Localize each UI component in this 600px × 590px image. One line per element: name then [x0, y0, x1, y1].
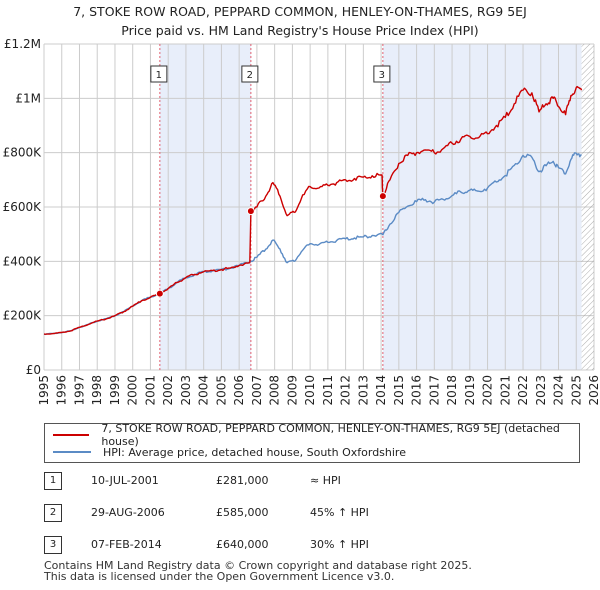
x-tick-label: 1995: [37, 375, 51, 406]
chart-title: 7, STOKE ROW ROAD, PEPPARD COMMON, HENLE…: [0, 0, 600, 40]
x-tick-label: 2012: [339, 375, 353, 406]
sale-row: 2 29-AUG-2006 £585,000 45% ↑ HPI: [44, 504, 584, 524]
x-tick-label: 2021: [498, 375, 512, 406]
x-tick-label: 2008: [268, 375, 282, 406]
legend-swatch-hpi: [53, 451, 91, 453]
sale-row: 3 07-FEB-2014 £640,000 30% ↑ HPI: [44, 536, 584, 556]
sale-point: [155, 289, 164, 298]
y-tick-label: £400K: [3, 254, 43, 268]
hpi-line: [43, 152, 582, 336]
x-tick-label: 2001: [143, 375, 157, 406]
legend-label-hpi: HPI: Average price, detached house, Sout…: [103, 445, 406, 459]
legend: 7, STOKE ROW ROAD, PEPPARD COMMON, HENLE…: [44, 422, 580, 463]
x-tick-label: 2014: [374, 375, 388, 406]
y-tick-label: £600K: [3, 200, 43, 214]
sale-number-badge: 2: [44, 504, 62, 522]
x-tick-label: 2018: [445, 375, 459, 406]
x-tick-label: 2007: [250, 375, 264, 406]
x-tick-label: 1996: [55, 375, 69, 406]
x-tick-label: 2000: [126, 375, 140, 406]
sale-price: £585,000: [216, 506, 269, 519]
sale-row: 1 10-JUL-2001 £281,000 ≈ HPI: [44, 472, 584, 492]
x-tick-label: 2025: [569, 375, 583, 406]
y-tick-label: £1M: [15, 91, 41, 105]
x-tick-label: 2011: [321, 375, 335, 406]
footer: Contains HM Land Registry data © Crown c…: [44, 560, 472, 582]
price-chart: 1 2 3 £0 £200K £400K £600K £800K £1M £1.2M 1995 19…: [3, 37, 600, 406]
x-tick-label: 2019: [463, 375, 477, 406]
sale-number-label: 1: [156, 70, 162, 81]
sale-number-label: 2: [247, 70, 253, 81]
sale-number-label: 3: [379, 70, 385, 81]
x-tick-label: 2006: [232, 375, 246, 406]
footer-copyright: Contains HM Land Registry data © Crown c…: [44, 559, 472, 572]
x-tick-label: 1998: [90, 375, 104, 406]
x-tick-label: 2003: [179, 375, 193, 406]
sale-hpi-comparison: 45% ↑ HPI: [310, 506, 369, 519]
x-tick-label: 2002: [161, 375, 175, 406]
sale-date: 10-JUL-2001: [91, 474, 159, 487]
x-tick-label: 2013: [356, 375, 370, 406]
x-tick-label: 2009: [285, 375, 299, 406]
sale-hpi-comparison: ≈ HPI: [310, 474, 341, 487]
sale-date: 29-AUG-2006: [91, 506, 165, 519]
chart-title-line1: 7, STOKE ROW ROAD, PEPPARD COMMON, HENLE…: [73, 4, 527, 19]
x-tick-label: 2023: [534, 375, 548, 406]
x-tick-label: 2022: [516, 375, 530, 406]
sale-price: £281,000: [216, 474, 269, 487]
footer-licence: This data is licensed under the Open Gov…: [44, 570, 395, 583]
sale-date: 07-FEB-2014: [91, 538, 162, 551]
legend-label-property: 7, STOKE ROW ROAD, PEPPARD COMMON, HENLE…: [101, 422, 560, 448]
legend-swatch-property: [53, 434, 90, 436]
property-price-line: [43, 85, 583, 335]
x-tick-label: 2004: [197, 375, 211, 406]
y-tick-label: £200K: [3, 309, 43, 323]
y-tick-label: £1.2M: [4, 37, 41, 51]
x-tick-label: 2017: [427, 375, 441, 406]
x-tick-label: 2005: [214, 375, 228, 406]
legend-item-property: 7, STOKE ROW ROAD, PEPPARD COMMON, HENLE…: [53, 422, 579, 448]
x-tick-label: 1997: [72, 375, 86, 406]
y-tick-label: £0: [26, 363, 41, 377]
sale-point: [378, 192, 387, 201]
y-tick-label: £800K: [3, 146, 43, 160]
chart-title-line2: Price paid vs. HM Land Registry's House …: [121, 23, 479, 38]
sale-point: [246, 207, 255, 216]
sale-number-badge: 3: [44, 536, 62, 554]
x-tick-label: 2024: [552, 375, 566, 406]
sale-number-box: [241, 65, 259, 83]
sale-price: £640,000: [216, 538, 269, 551]
sale-number-box: [373, 65, 391, 83]
sale-hpi-comparison: 30% ↑ HPI: [310, 538, 369, 551]
legend-item-hpi: HPI: Average price, detached house, Sout…: [53, 444, 406, 460]
sale-number-badge: 1: [44, 472, 62, 490]
x-tick-label: 2016: [410, 375, 424, 406]
x-tick-label: 2026: [587, 375, 600, 406]
x-tick-label: 1999: [108, 375, 122, 406]
x-tick-label: 2020: [481, 375, 495, 406]
x-tick-label: 2015: [392, 375, 406, 406]
future-hatch: [581, 44, 594, 370]
sale-number-box: [150, 65, 168, 83]
x-tick-label: 2010: [303, 375, 317, 406]
